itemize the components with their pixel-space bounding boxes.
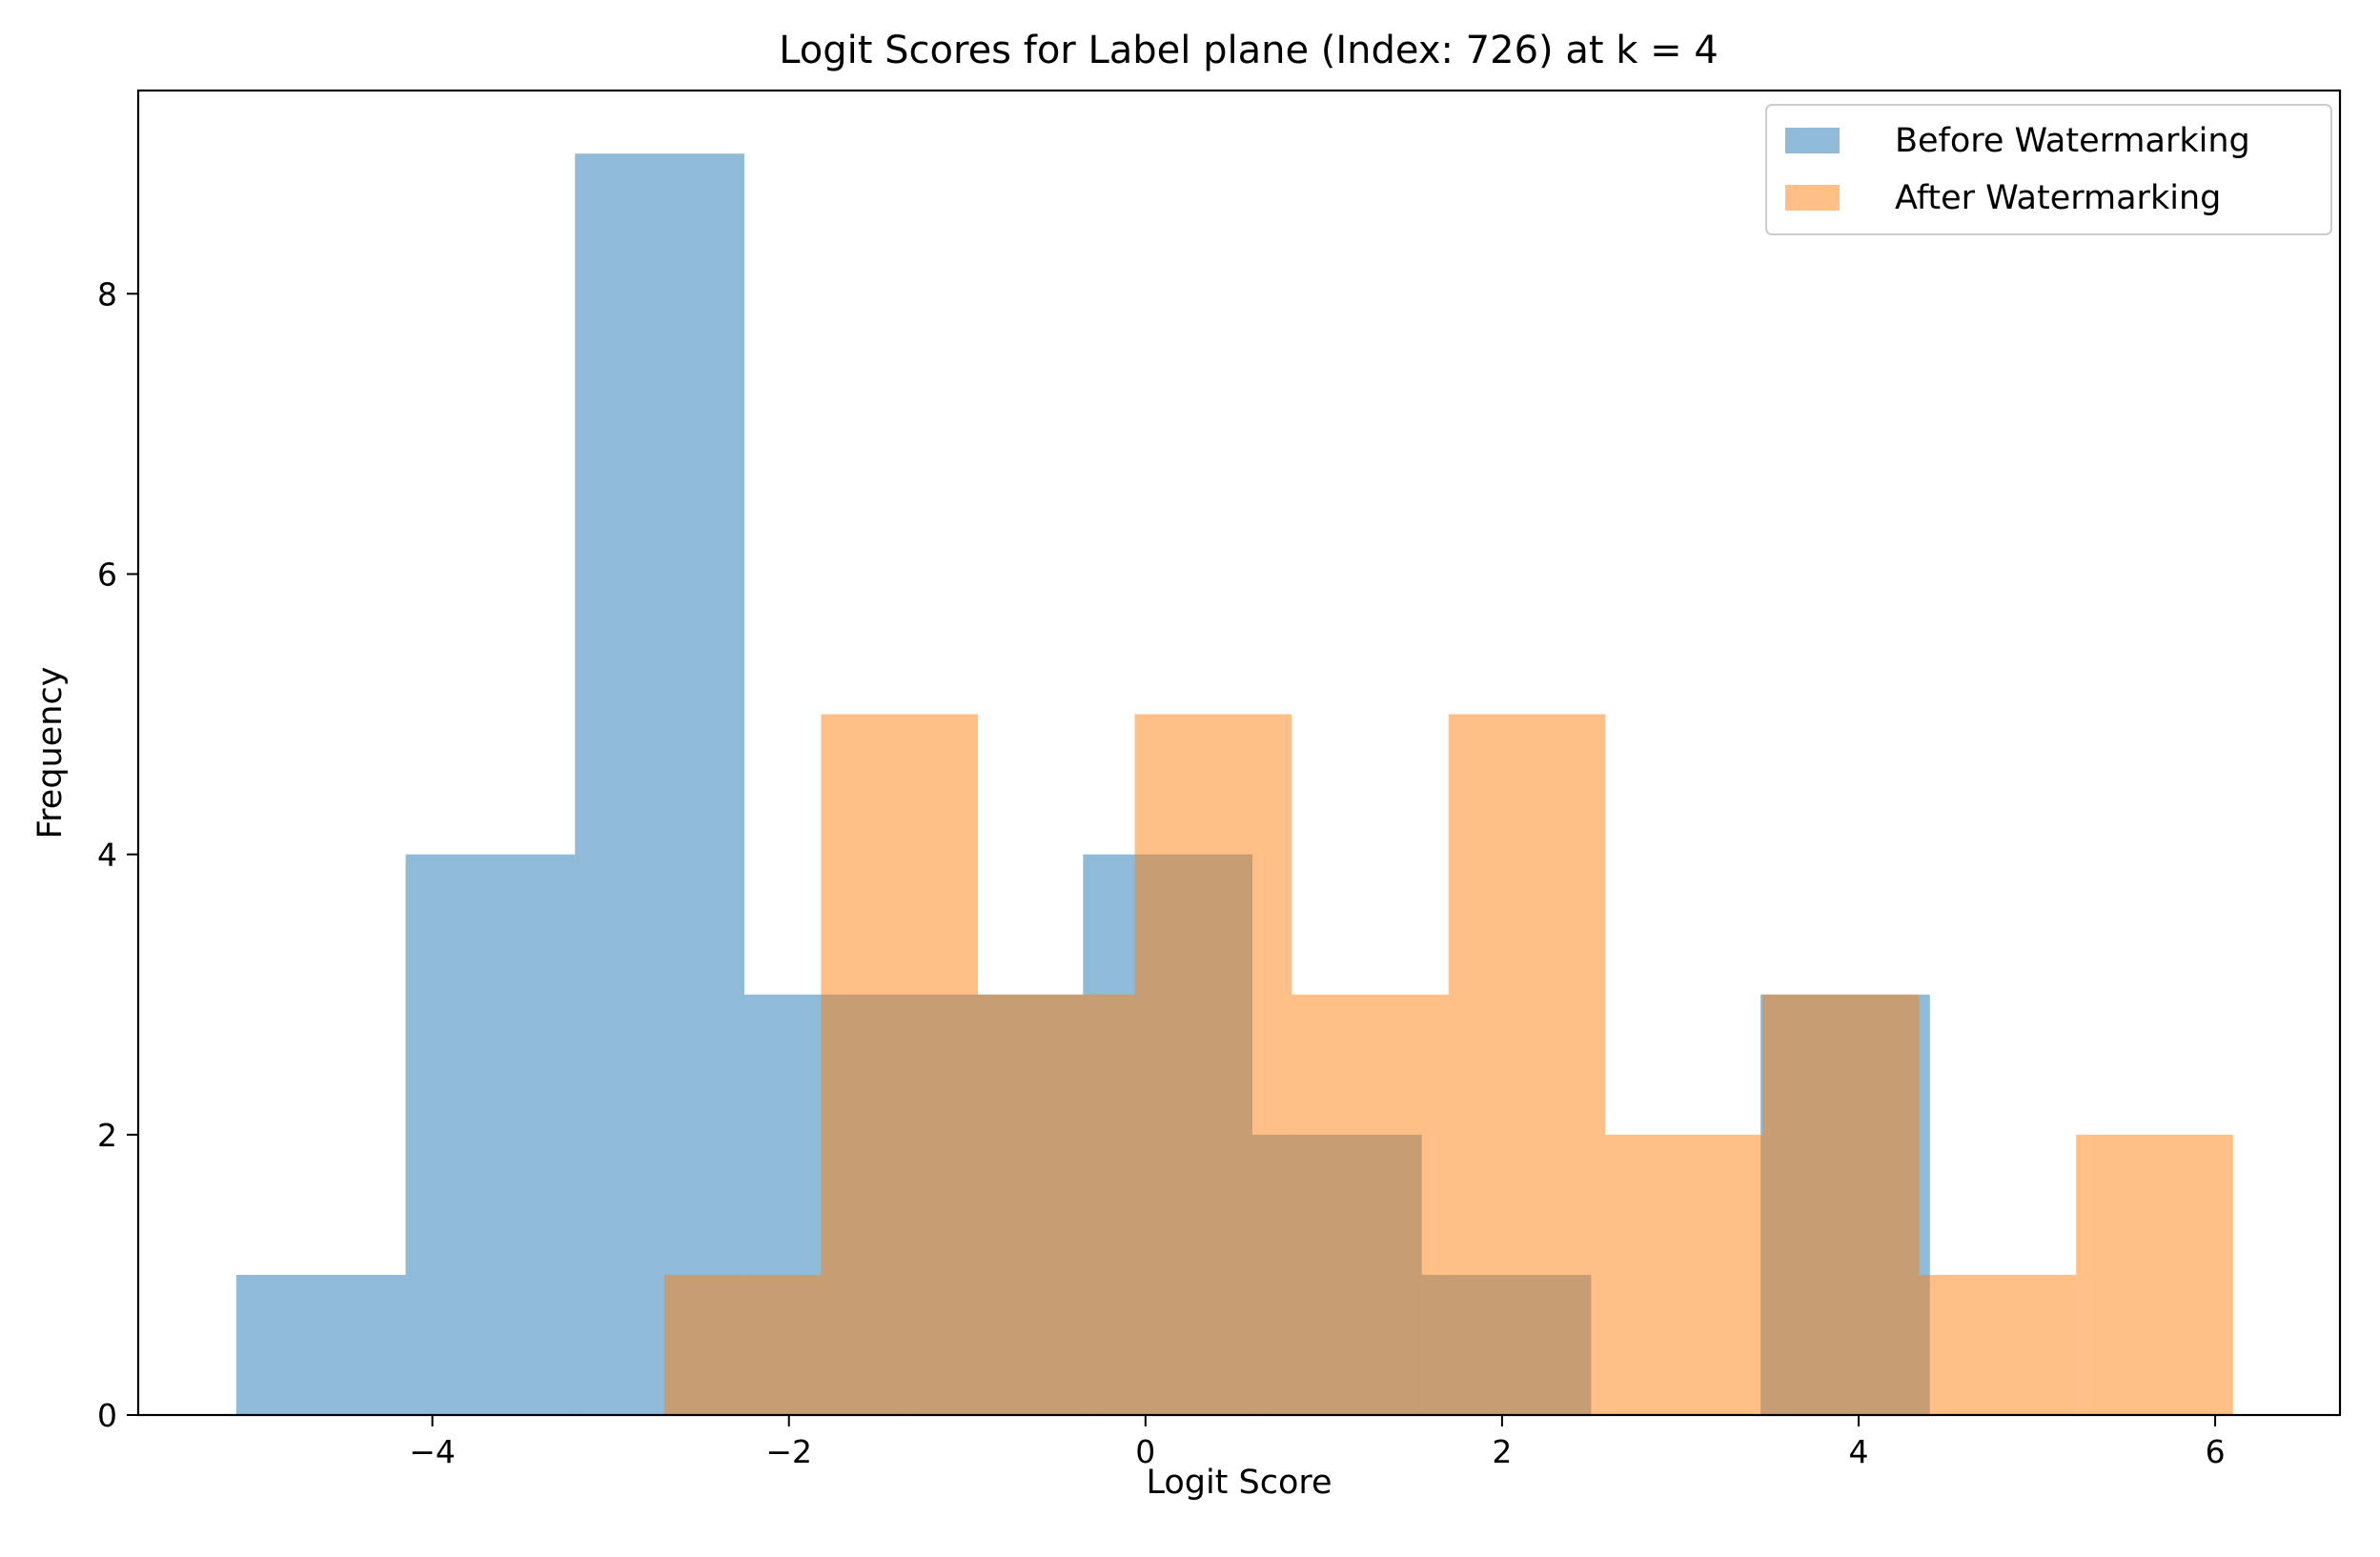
x-tick-label: −2 [765,1433,812,1470]
x-tick-label: 6 [2206,1433,2226,1470]
histogram-bar-s1-b1 [821,714,978,1415]
legend-label-after: After Watermarking [1895,179,2221,217]
y-tick-label: 8 [97,275,117,313]
x-tick-label: −4 [409,1433,456,1470]
y-axis-label: Frequency [31,667,70,839]
legend-box [1765,104,2332,235]
x-axis-ticks: −4 −2 0 2 4 6 [409,1415,2226,1470]
histogram-bar-s0-b2 [575,153,744,1416]
histogram-bar-s1-b3 [1134,714,1292,1415]
y-tick-label: 6 [97,556,117,593]
histogram-bar-s1-b9 [2076,1134,2233,1415]
histogram-bar-s1-b0 [663,1274,822,1415]
x-tick-label: 0 [1135,1433,1155,1470]
x-tick-label: 2 [1492,1433,1512,1470]
histogram-bar-s1-b2 [977,994,1135,1415]
y-tick-label: 2 [97,1117,117,1154]
histogram-bar-s1-b6 [1605,1134,1762,1415]
histogram-bar-s1-b7 [1761,994,1920,1415]
y-tick-label: 0 [97,1397,117,1434]
histogram-bar-s1-b4 [1292,994,1449,1415]
y-axis-ticks: 0 2 4 6 8 [97,275,138,1434]
bars-layer [235,153,2233,1416]
chart-title: Logit Scores for Label plane (Index: 726… [779,29,1719,72]
legend-label-before: Before Watermarking [1895,122,2250,160]
y-tick-label: 4 [97,837,117,874]
x-tick-label: 4 [1848,1433,1868,1470]
histogram-bar-s1-b8 [1919,1274,2077,1415]
legend-swatch-before [1785,128,1840,153]
histogram-bar-s0-b1 [405,854,576,1415]
x-axis-label: Logit Score [1146,1464,1332,1502]
plot-frame [136,89,2342,1417]
legend-swatch-after [1785,185,1840,211]
legend: Before Watermarking After Watermarking [1765,104,2332,235]
histogram-bar-s0-b0 [235,1274,406,1415]
histogram-bar-s1-b5 [1448,714,1606,1415]
